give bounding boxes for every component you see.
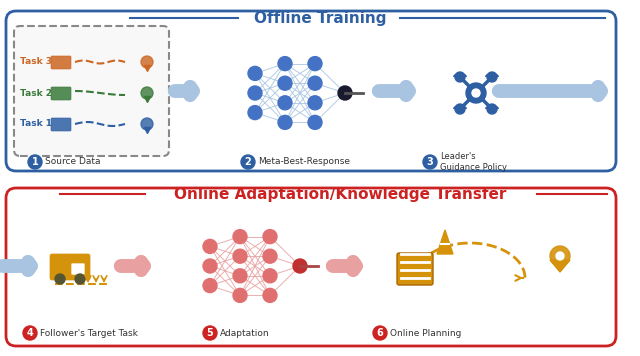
- Circle shape: [141, 56, 153, 68]
- Circle shape: [487, 104, 497, 114]
- Circle shape: [263, 288, 277, 302]
- Circle shape: [278, 115, 292, 129]
- Text: Online Planning: Online Planning: [390, 329, 461, 337]
- Circle shape: [278, 57, 292, 70]
- Text: Source Data: Source Data: [45, 157, 100, 167]
- Circle shape: [550, 246, 570, 266]
- Circle shape: [308, 96, 322, 110]
- Circle shape: [28, 155, 42, 169]
- Circle shape: [233, 249, 247, 263]
- Circle shape: [248, 86, 262, 100]
- Text: Offline Training: Offline Training: [253, 10, 387, 26]
- Circle shape: [263, 269, 277, 283]
- Circle shape: [278, 76, 292, 90]
- Circle shape: [338, 86, 352, 100]
- Circle shape: [373, 326, 387, 340]
- Circle shape: [423, 155, 437, 169]
- Circle shape: [455, 72, 465, 82]
- Circle shape: [23, 326, 37, 340]
- Text: Follower's Target Task: Follower's Target Task: [40, 329, 138, 337]
- FancyBboxPatch shape: [51, 118, 71, 131]
- Circle shape: [55, 274, 65, 284]
- Circle shape: [308, 76, 322, 90]
- FancyBboxPatch shape: [6, 188, 616, 346]
- Circle shape: [141, 118, 153, 130]
- Circle shape: [293, 259, 307, 273]
- Text: Task 1: Task 1: [20, 120, 52, 129]
- Circle shape: [466, 83, 486, 103]
- Text: 4: 4: [27, 328, 33, 338]
- Polygon shape: [550, 260, 570, 272]
- Text: Adaptation: Adaptation: [220, 329, 269, 337]
- Circle shape: [263, 230, 277, 244]
- Text: 3: 3: [427, 157, 433, 167]
- FancyBboxPatch shape: [51, 87, 71, 100]
- FancyBboxPatch shape: [397, 253, 433, 285]
- Circle shape: [308, 115, 322, 129]
- Text: Task 2: Task 2: [20, 89, 52, 98]
- FancyBboxPatch shape: [6, 11, 616, 171]
- Text: Online Adaptation/Knowledge Transfer: Online Adaptation/Knowledge Transfer: [174, 187, 506, 201]
- Circle shape: [308, 57, 322, 70]
- Circle shape: [233, 269, 247, 283]
- Text: 6: 6: [376, 328, 383, 338]
- Text: 5: 5: [207, 328, 213, 338]
- Circle shape: [556, 252, 564, 260]
- Circle shape: [233, 288, 247, 302]
- Circle shape: [203, 239, 217, 253]
- Circle shape: [203, 279, 217, 293]
- Circle shape: [263, 249, 277, 263]
- Text: 1: 1: [31, 157, 38, 167]
- Text: Task 3: Task 3: [20, 58, 52, 67]
- Circle shape: [241, 155, 255, 169]
- Circle shape: [248, 67, 262, 80]
- Circle shape: [75, 274, 85, 284]
- Circle shape: [203, 259, 217, 273]
- Circle shape: [203, 326, 217, 340]
- Circle shape: [455, 104, 465, 114]
- Text: Leader's
Guidance Policy: Leader's Guidance Policy: [440, 152, 507, 172]
- Text: Meta-Best-Response: Meta-Best-Response: [258, 157, 350, 167]
- Circle shape: [472, 89, 480, 97]
- Text: 2: 2: [244, 157, 252, 167]
- FancyBboxPatch shape: [50, 254, 90, 280]
- FancyBboxPatch shape: [71, 263, 85, 275]
- Polygon shape: [437, 230, 453, 254]
- Circle shape: [141, 87, 153, 99]
- Circle shape: [487, 72, 497, 82]
- FancyBboxPatch shape: [14, 26, 169, 156]
- FancyBboxPatch shape: [51, 56, 71, 69]
- Circle shape: [233, 230, 247, 244]
- Circle shape: [278, 96, 292, 110]
- Circle shape: [248, 106, 262, 120]
